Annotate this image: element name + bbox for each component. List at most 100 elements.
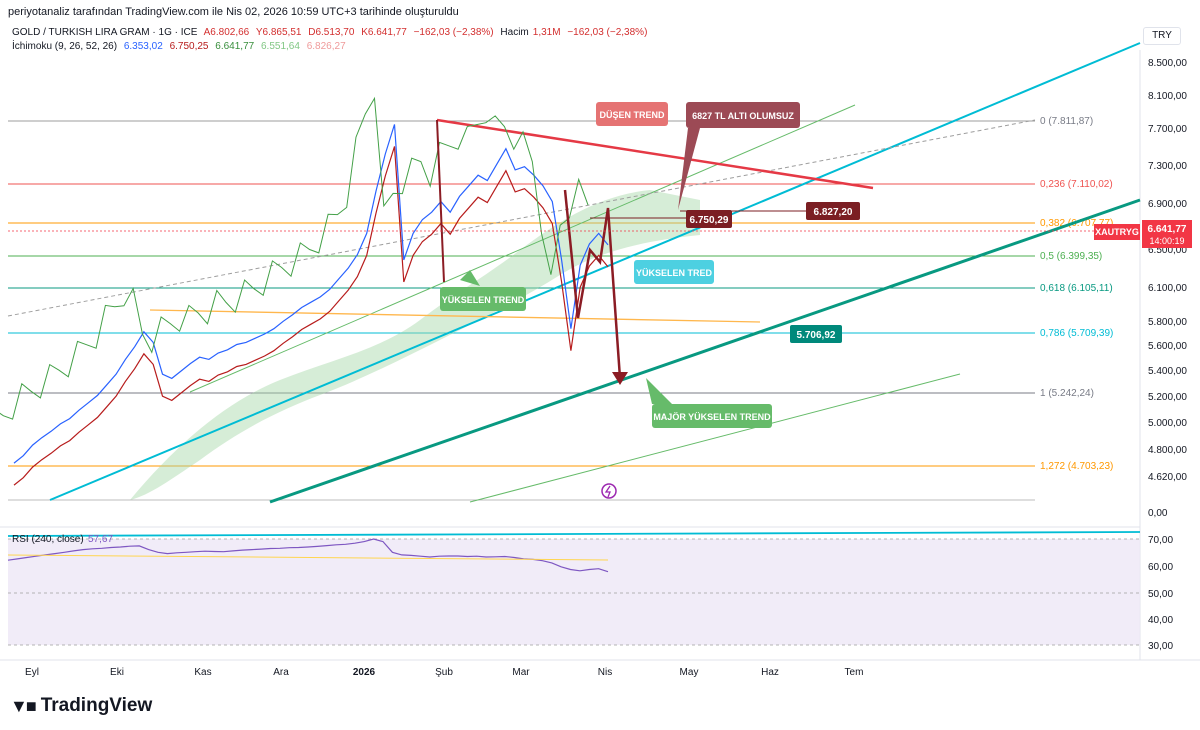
symbol-name[interactable]: GOLD / TURKISH LIRA GRAM · 1G · ICE (12, 27, 198, 38)
svg-text:MAJÖR YÜKSELEN TREND: MAJÖR YÜKSELEN TREND (653, 412, 771, 422)
svg-text:5.706,92: 5.706,92 (797, 330, 836, 341)
high-value: Y6.865,51 (255, 27, 302, 38)
time-tick-label: Haz (761, 667, 779, 678)
dashed-trend-line (7, 119, 1036, 317)
fib-label-0618: 0,618 (6.105,11) (1040, 283, 1113, 294)
ichimoku-legend[interactable]: İchimoku (9, 26, 52, 26) 6.353,02 6.750,… (12, 41, 350, 52)
annotation-yukselen-tred[interactable]: YÜKSELEN TRED (634, 260, 714, 284)
ichimoku-label[interactable]: İchimoku (9, 26, 52, 26) (12, 41, 118, 52)
currency-button[interactable]: TRY (1143, 27, 1181, 45)
price-tick-label: 5.800,00 (1148, 317, 1187, 328)
price-tick-label: 6.900,00 (1148, 199, 1187, 210)
ichimoku-v4: 6.551,64 (261, 41, 300, 52)
price-tick-label: 8.500,00 (1148, 58, 1187, 69)
annotation-6827[interactable]: 6827 TL ALTI OLUMSUZ (678, 102, 800, 210)
svg-text:XAUTRYG: XAUTRYG (1095, 227, 1139, 237)
svg-text:6.641,77: 6.641,77 (1148, 224, 1187, 235)
price-tag-6827[interactable]: 6.827,20 (680, 202, 860, 220)
price-tick-label: 4.800,00 (1148, 445, 1187, 456)
svg-text:14:00:19: 14:00:19 (1149, 236, 1184, 246)
volume-change: −162,03 (−2,38%) (567, 27, 648, 38)
time-tick-label: 2026 (353, 667, 376, 678)
rsi-band (8, 539, 1140, 645)
time-tick-label: Eyl (25, 667, 39, 678)
volume-label: Hacim (500, 27, 529, 38)
symbol-legend[interactable]: GOLD / TURKISH LIRA GRAM · 1G · ICE A6.8… (12, 27, 651, 38)
rsi-top-cyan-line (7, 531, 1141, 537)
kijun-line (13, 146, 609, 486)
price-tick-label: 6.500,00 (1148, 245, 1187, 256)
w-pattern-path (563, 189, 622, 379)
rsi-value: 57,67 (88, 534, 113, 545)
alert-clock-icon[interactable] (601, 483, 617, 499)
rising-trend-line (49, 42, 1141, 501)
chikou-line (0, 96, 589, 420)
svg-text:6827 TL ALTI OLUMSUZ: 6827 TL ALTI OLUMSUZ (692, 111, 794, 121)
ichimoku-v3: 6.641,77 (215, 41, 255, 52)
fib-label-1: 1 (5.242,24) (1040, 388, 1094, 399)
last-price-tag[interactable]: XAUTRYG 6.641,77 14:00:19 (8, 220, 1192, 248)
low-value: D6.513,70 (308, 27, 355, 38)
price-tag-6750[interactable]: 6.750,29 (590, 210, 732, 228)
rsi-axis[interactable]: 70,00 60,00 50,00 40,00 30,00 (1148, 535, 1173, 652)
fib-label-0236: 0,236 (7.110,02) (1040, 179, 1113, 190)
price-tick-label: 5.600,00 (1148, 341, 1187, 352)
rsi-tick-label: 40,00 (1148, 615, 1173, 626)
ichimoku-v5: 6.826,27 (306, 41, 346, 52)
time-tick-label: Şub (435, 667, 453, 678)
svg-text:DÜŞEN TREND: DÜŞEN TREND (599, 110, 665, 120)
time-axis[interactable]: Eyl Eki Kas Ara 2026 Şub Mar Nis May Haz Tem (25, 667, 863, 678)
fib-levels: 0 (7.811,87) 0,236 (7.110,02) 0,382 (6.7… (8, 116, 1113, 501)
time-tick-label: Nis (598, 667, 612, 678)
fib-label-0: 0 (7.811,87) (1040, 116, 1093, 127)
price-chart[interactable]: 0 (7.811,87) 0,236 (7.110,02) 0,382 (6.7… (0, 0, 1200, 690)
time-tick-label: Mar (512, 667, 530, 678)
price-tick-label: 4.620,00 (1148, 472, 1187, 483)
ichimoku-cloud (130, 190, 700, 500)
annotation-dusen-trend[interactable]: DÜŞEN TREND (596, 102, 668, 126)
fib-label-1272: 1,272 (4.703,23) (1040, 461, 1113, 472)
rsi-ma-line (7, 554, 609, 561)
price-tick-label: 8.100,00 (1148, 91, 1187, 102)
time-tick-label: Kas (194, 667, 211, 678)
tradingview-logo[interactable]: ▼■ TradingView (10, 695, 152, 717)
time-tick-label: Eki (110, 667, 124, 678)
time-tick-label: Ara (273, 667, 289, 678)
price-tag-5706[interactable]: 5.706,92 (790, 325, 842, 343)
target-arrowhead (612, 372, 628, 385)
price-tick-label: 5.000,00 (1148, 418, 1187, 429)
head-shoulders-path (436, 119, 445, 283)
falling-trend-line (436, 118, 874, 190)
svg-text:YÜKSELEN TREND: YÜKSELEN TREND (442, 295, 525, 305)
rsi-title[interactable]: RSI (240, close) (12, 534, 84, 545)
rsi-line (7, 538, 609, 573)
price-line (13, 124, 609, 464)
svg-text:YÜKSELEN TRED: YÜKSELEN TRED (636, 268, 713, 278)
rsi-tick-label: 60,00 (1148, 562, 1173, 573)
price-tick-label: 7.300,00 (1148, 161, 1187, 172)
fib-label-0786: 0,786 (5.709,39) (1040, 328, 1113, 339)
rsi-tick-label: 50,00 (1148, 589, 1173, 600)
ichimoku-v1: 6.353,02 (123, 41, 163, 52)
price-tick-label: 6.100,00 (1148, 283, 1187, 294)
price-tick-label: 7.700,00 (1148, 124, 1187, 135)
chart-caption: periyotanaliz tarafından TradingView.com… (8, 6, 459, 18)
price-tick-label: 5.400,00 (1148, 366, 1187, 377)
annotation-yukselen-trend[interactable]: YÜKSELEN TREND (440, 270, 526, 311)
svg-text:6.750,29: 6.750,29 (690, 215, 729, 226)
annotation-major-trend[interactable]: MAJÖR YÜKSELEN TREND (646, 378, 772, 428)
time-tick-label: Tem (845, 667, 864, 678)
price-tick-label: 5.200,00 (1148, 392, 1187, 403)
lower-parallel-line (469, 373, 961, 503)
inner-rising-line (189, 104, 856, 393)
time-tick-label: May (680, 667, 699, 678)
tradingview-logo-icon: ▼■ (10, 695, 37, 716)
brand-name: TradingView (40, 695, 153, 716)
price-tick-label: 0,00 (1148, 508, 1168, 519)
fib-label-05: 0,5 (6.399,35) (1040, 251, 1102, 262)
volume-value: 1,31M (532, 27, 561, 38)
open-value: A6.802,66 (203, 27, 250, 38)
orange-support-line (149, 309, 761, 323)
svg-text:6.827,20: 6.827,20 (814, 207, 853, 218)
price-axis[interactable]: 8.500,00 8.100,00 7.700,00 7.300,00 6.900,00… (1148, 58, 1187, 519)
